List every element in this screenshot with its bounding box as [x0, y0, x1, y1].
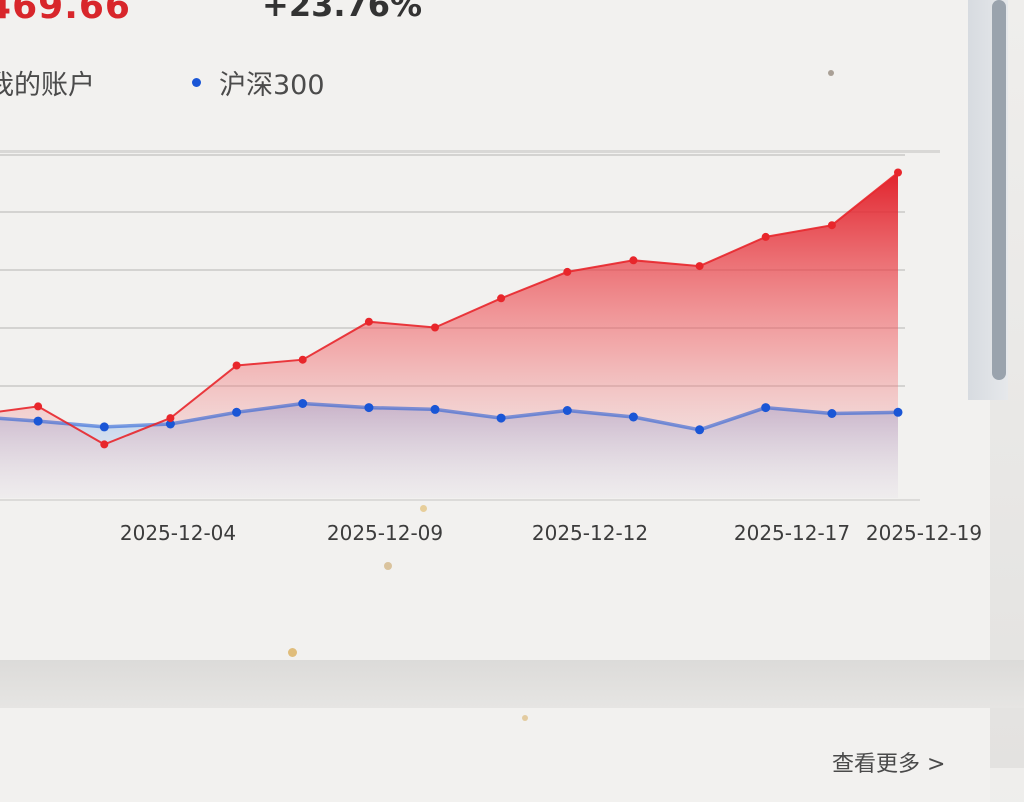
x-axis-ticks: 2025-12-012025-12-042025-12-092025-12-12…: [120, 521, 982, 545]
data-point-account: [232, 361, 241, 370]
data-point-account: [497, 294, 506, 303]
data-point-account: [34, 402, 43, 411]
screen-smudge: [828, 70, 834, 76]
scrollbar-thumb[interactable]: [992, 0, 1006, 380]
data-point-index: [165, 419, 175, 429]
data-point-index: [99, 422, 109, 432]
data-point-index: [695, 425, 705, 435]
view-more-link[interactable]: 查看更多 >: [832, 752, 946, 777]
data-point-index: [298, 399, 308, 408]
data-point-index: [893, 407, 903, 417]
screen-smudge: [288, 648, 297, 657]
data-point-account: [298, 355, 307, 364]
screen-smudge: [384, 562, 392, 570]
series-areas: [0, 172, 898, 498]
data-point-index: [628, 412, 638, 422]
data-point-account: [100, 440, 109, 449]
screen-smudge: [420, 505, 427, 512]
data-point-index: [761, 403, 771, 413]
data-point-account: [695, 262, 704, 271]
x-tick-label: 2025-12-09: [327, 521, 443, 545]
performance-chart: 2025-12-012025-12-042025-12-092025-12-12…: [0, 154, 982, 545]
x-tick-label: 2025-12-19: [866, 521, 982, 545]
data-point-account: [563, 267, 572, 276]
screen-smudge: [522, 715, 528, 721]
legend-item-account: 我的账户: [0, 64, 95, 101]
data-point-index: [364, 403, 374, 413]
data-point-index: [232, 407, 242, 417]
data-point-index: [562, 406, 572, 415]
legend-label-index: 沪深300: [219, 69, 325, 101]
data-point-index: [827, 409, 837, 418]
data-point-account: [761, 232, 770, 241]
x-tick-label: 2025-12-04: [120, 521, 236, 545]
data-point-index: [430, 404, 440, 414]
data-point-index: [496, 413, 506, 423]
legend-item-index: 沪深300: [192, 64, 325, 101]
data-point-account: [894, 168, 902, 177]
data-point-account: [629, 256, 638, 265]
series-points: [33, 168, 903, 449]
section-divider-band: [0, 660, 1024, 708]
data-point-account: [827, 221, 836, 230]
account-amount: ¥469.66: [0, 0, 131, 27]
return-percentage: +23.76%: [262, 0, 423, 24]
x-tick-label: 2025-12-17: [734, 521, 850, 545]
data-point-index: [33, 416, 43, 426]
legend-dot-index: [192, 77, 201, 87]
data-point-account: [431, 323, 439, 332]
legend-label-account: 我的账户: [0, 69, 95, 101]
series-area-account: [0, 172, 898, 498]
data-point-account: [364, 317, 373, 326]
x-tick-label: 2025-12-12: [532, 521, 648, 545]
data-point-account: [166, 414, 175, 423]
chart-top-divider: [0, 150, 940, 153]
